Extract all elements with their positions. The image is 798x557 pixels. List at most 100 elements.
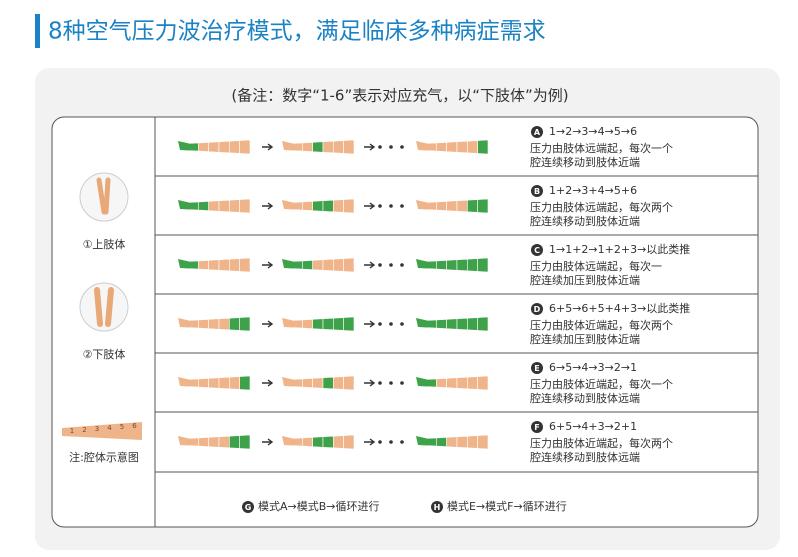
leg bbox=[178, 434, 251, 450]
dot bbox=[400, 204, 404, 208]
chamber-number: 4 bbox=[107, 424, 112, 432]
leg-chamber bbox=[333, 376, 344, 390]
leg-chamber bbox=[322, 317, 334, 331]
leg-foot bbox=[178, 141, 189, 151]
leg-foot bbox=[178, 200, 189, 210]
leg bbox=[416, 375, 489, 391]
leg bbox=[282, 257, 355, 273]
leg-chamber bbox=[198, 201, 209, 211]
leg-chamber bbox=[198, 319, 209, 329]
leg-chamber bbox=[239, 434, 251, 450]
leg-foot bbox=[282, 377, 293, 387]
leg-chamber bbox=[322, 199, 334, 213]
leg-chamber bbox=[187, 437, 199, 447]
leg bbox=[178, 316, 251, 332]
leg-chamber bbox=[218, 140, 230, 154]
leg-chamber bbox=[239, 375, 251, 391]
leg-chamber bbox=[467, 376, 478, 390]
leg-chamber bbox=[322, 435, 334, 449]
mode-badge bbox=[531, 421, 543, 433]
leg-chamber bbox=[456, 435, 468, 449]
leg-chamber bbox=[312, 141, 324, 153]
leg-chamber bbox=[456, 140, 468, 154]
leg bbox=[282, 434, 355, 450]
leg-chamber bbox=[446, 436, 458, 448]
leg-chamber bbox=[446, 259, 458, 271]
leg-chamber bbox=[302, 437, 313, 447]
leg-chamber bbox=[477, 375, 489, 391]
leg-foot bbox=[282, 200, 293, 210]
dot bbox=[378, 440, 382, 444]
leg-chamber bbox=[436, 201, 447, 211]
leg-chamber bbox=[477, 434, 489, 450]
leg-chamber bbox=[312, 318, 324, 330]
leg-chamber bbox=[239, 257, 251, 273]
mode-description: 腔连续加压到肢体近端 bbox=[530, 273, 640, 287]
leg-foot bbox=[282, 436, 293, 446]
chamber-number: 5 bbox=[120, 423, 124, 431]
note: (备注：数字“1-6”表示对应充气，以“下肢体”为例) bbox=[231, 87, 568, 105]
leg-chamber bbox=[291, 437, 303, 447]
leg-chamber bbox=[218, 376, 230, 390]
leg bbox=[416, 198, 489, 214]
leg-chamber bbox=[446, 377, 458, 389]
leg-chamber bbox=[312, 200, 324, 212]
leg-foot bbox=[282, 318, 293, 328]
leg-chamber bbox=[333, 140, 344, 154]
leg-chamber bbox=[198, 142, 209, 152]
leg-foot bbox=[416, 318, 427, 328]
leg bbox=[282, 316, 355, 332]
mode-letter: E bbox=[534, 364, 539, 373]
leg-foot bbox=[282, 259, 293, 269]
mode-badge bbox=[531, 185, 543, 197]
mode-description: 压力由肢体近端起，每次两个 bbox=[530, 318, 673, 332]
leg-chamber bbox=[198, 437, 209, 447]
chamber-number: 2 bbox=[82, 426, 86, 434]
leg-chamber bbox=[291, 142, 303, 152]
arrow bbox=[262, 261, 274, 269]
leg-chamber bbox=[302, 201, 313, 211]
cycle-badge bbox=[431, 501, 443, 513]
leg-chamber bbox=[456, 199, 468, 213]
leg-chamber bbox=[229, 199, 240, 213]
title-bar bbox=[35, 14, 40, 48]
lower-limb-icon bbox=[79, 282, 129, 332]
arrow bbox=[364, 202, 376, 210]
leg-chamber bbox=[187, 142, 199, 152]
leg-chamber bbox=[198, 260, 209, 270]
leg-chamber bbox=[425, 260, 437, 270]
leg bbox=[282, 198, 355, 214]
leg bbox=[416, 139, 489, 155]
leg-chamber bbox=[208, 141, 220, 153]
leg-chamber bbox=[343, 139, 355, 155]
leg bbox=[282, 375, 355, 391]
leg-chamber bbox=[291, 319, 303, 329]
leg-foot bbox=[416, 259, 427, 269]
leg-chamber bbox=[322, 140, 334, 154]
leg-chamber bbox=[208, 377, 220, 389]
dot bbox=[400, 322, 404, 326]
leg-foot bbox=[416, 436, 427, 446]
leg-chamber bbox=[343, 434, 355, 450]
leg bbox=[178, 198, 251, 214]
dot bbox=[378, 145, 382, 149]
leg-chamber bbox=[436, 319, 447, 329]
leg-chamber bbox=[302, 378, 313, 388]
leg-chamber bbox=[229, 376, 240, 390]
arrow bbox=[262, 143, 274, 151]
leg-chamber bbox=[477, 316, 489, 332]
leg-chamber bbox=[291, 260, 303, 270]
cycle-badge bbox=[242, 501, 254, 513]
leg-chamber bbox=[425, 437, 437, 447]
leg-chamber bbox=[229, 140, 240, 154]
leg-chamber bbox=[343, 198, 355, 214]
leg-foot bbox=[178, 436, 189, 446]
leg-chamber bbox=[302, 319, 313, 329]
dot bbox=[400, 263, 404, 267]
mode-letter: F bbox=[534, 423, 539, 432]
leg-chamber bbox=[312, 377, 324, 389]
leg-chamber bbox=[467, 140, 478, 154]
leg bbox=[178, 375, 251, 391]
leg-chamber bbox=[187, 201, 199, 211]
